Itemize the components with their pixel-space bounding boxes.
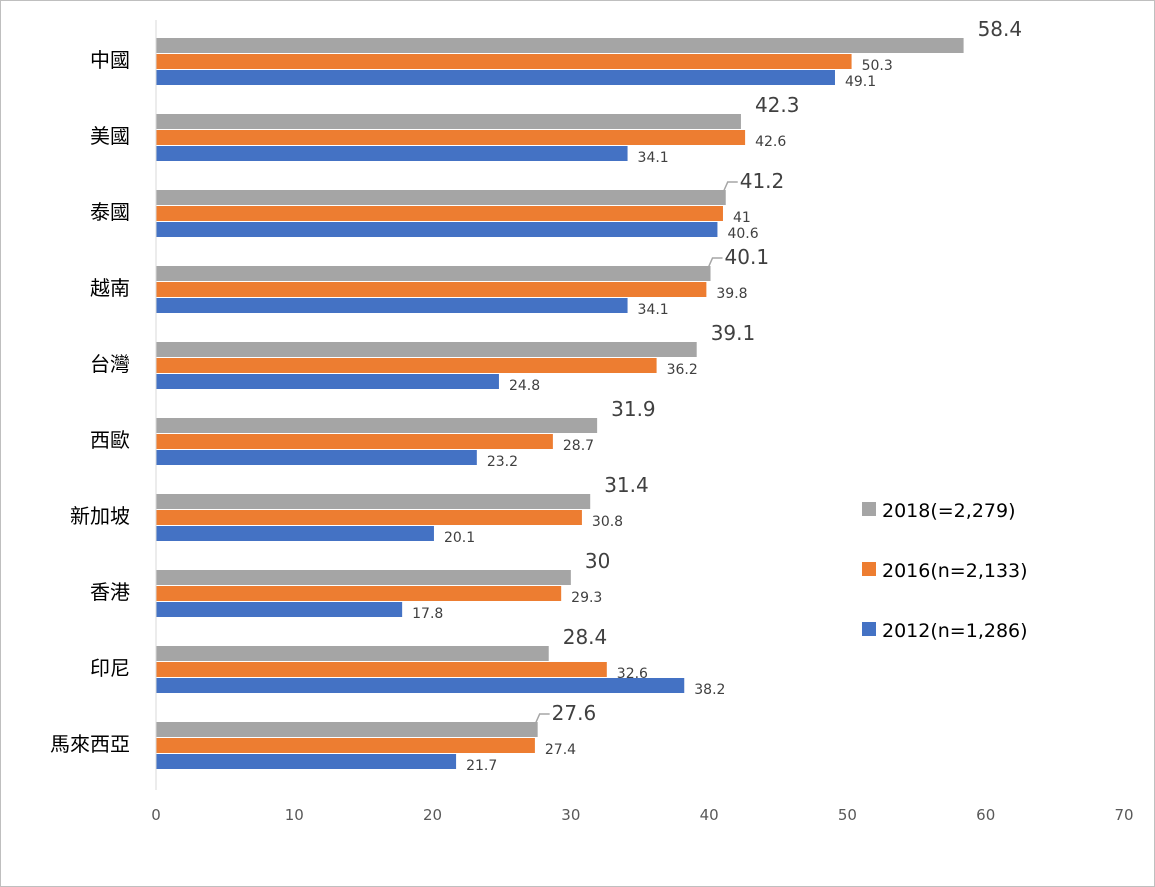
data-label: 34.1 <box>638 150 669 166</box>
category-label: 印尼 <box>90 656 130 680</box>
category-label: 香港 <box>90 580 130 604</box>
bar-2016 <box>156 54 852 69</box>
data-label: 41 <box>733 210 751 226</box>
bar-2012 <box>156 754 457 769</box>
x-tick-label: 30 <box>561 806 580 824</box>
data-label: 30.8 <box>592 514 623 530</box>
data-label: 49.1 <box>845 74 876 90</box>
data-label: 39.1 <box>711 321 756 345</box>
bar-2018 <box>156 646 549 661</box>
bar-2012 <box>156 146 628 161</box>
x-tick-label: 20 <box>423 806 442 824</box>
bar-2016 <box>156 130 746 145</box>
bar-2012 <box>156 70 835 85</box>
bar-2016 <box>156 206 723 221</box>
bar-2012 <box>156 222 718 237</box>
data-label: 23.2 <box>487 454 518 470</box>
bar-2018 <box>156 722 538 737</box>
data-label: 27.4 <box>545 742 576 758</box>
bar-2012 <box>156 602 403 617</box>
category-label: 美國 <box>90 124 130 148</box>
leader-line <box>707 257 723 268</box>
category-label: 西歐 <box>90 428 130 452</box>
data-label: 30 <box>585 549 610 573</box>
bar-2012 <box>156 374 499 389</box>
data-label: 21.7 <box>466 758 497 774</box>
data-label: 58.4 <box>978 17 1023 41</box>
data-label: 31.9 <box>611 397 656 421</box>
category-label: 泰國 <box>90 200 130 224</box>
x-tick-label: 10 <box>285 806 304 824</box>
data-label: 40.6 <box>727 226 758 242</box>
x-tick-label: 40 <box>700 806 719 824</box>
data-label: 39.8 <box>716 286 747 302</box>
bar-2018 <box>156 190 726 205</box>
data-label: 42.6 <box>755 134 786 150</box>
data-label: 40.1 <box>725 245 770 269</box>
data-label: 17.8 <box>412 606 443 622</box>
bar-2012 <box>156 678 685 693</box>
data-label: 34.1 <box>638 302 669 318</box>
x-tick-label: 70 <box>1114 806 1133 824</box>
bar-2016 <box>156 586 562 601</box>
bar-2018 <box>156 418 598 433</box>
category-label: 台灣 <box>90 352 130 376</box>
bar-2018 <box>156 266 711 281</box>
bar-2016 <box>156 510 582 525</box>
bar-2016 <box>156 434 553 449</box>
legend-entry: 2018(=2,279) <box>882 500 1016 522</box>
bar-2012 <box>156 298 628 313</box>
bar-2016 <box>156 282 707 297</box>
data-label: 27.6 <box>552 701 597 725</box>
category-label: 新加坡 <box>70 504 130 528</box>
data-label: 42.3 <box>755 93 800 117</box>
bar-2018 <box>156 342 697 357</box>
legend-swatch <box>862 502 876 516</box>
x-tick-label: 50 <box>838 806 857 824</box>
legend-entry: 2016(n=2,133) <box>882 560 1028 582</box>
data-label: 20.1 <box>444 530 475 546</box>
bar-2016 <box>156 358 657 373</box>
data-label: 38.2 <box>694 682 725 698</box>
bar-2012 <box>156 526 434 541</box>
data-label: 31.4 <box>604 473 649 497</box>
bar-2018 <box>156 494 591 509</box>
data-label: 50.3 <box>862 58 893 74</box>
leader-line <box>534 713 550 724</box>
category-label: 中國 <box>90 48 130 72</box>
bar-2016 <box>156 738 535 753</box>
bar-2016 <box>156 662 607 677</box>
data-label: 41.2 <box>740 169 785 193</box>
bar-2018 <box>156 114 741 129</box>
legend-swatch <box>862 562 876 576</box>
category-label: 馬來西亞 <box>50 732 130 756</box>
x-tick-label: 60 <box>976 806 995 824</box>
category-label: 越南 <box>90 276 130 300</box>
bar-2018 <box>156 570 571 585</box>
data-label: 28.7 <box>563 438 594 454</box>
bar-2018 <box>156 38 964 53</box>
legend-swatch <box>862 622 876 636</box>
data-label: 24.8 <box>509 378 540 394</box>
data-label: 29.3 <box>571 590 602 606</box>
data-label: 28.4 <box>563 625 608 649</box>
bar-2012 <box>156 450 477 465</box>
data-label: 36.2 <box>667 362 698 378</box>
legend-entry: 2012(n=1,286) <box>882 620 1028 642</box>
leader-line <box>723 181 738 192</box>
x-tick-label: 0 <box>151 806 161 824</box>
